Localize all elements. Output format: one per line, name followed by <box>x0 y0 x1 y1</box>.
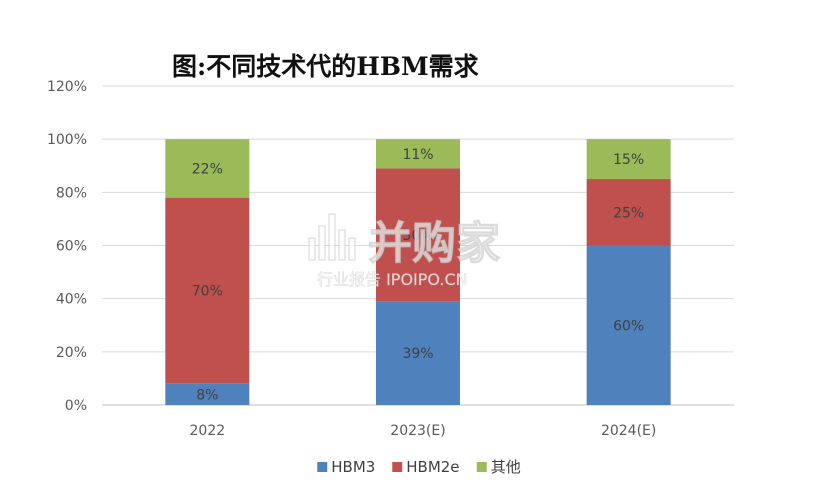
bars: 8% 70% 22% 39% 50% 11% 60% 25% 15% <box>165 139 671 405</box>
legend-swatch <box>392 462 403 472</box>
y-tick-label: 80% <box>56 185 87 201</box>
legend-label: 其他 <box>491 458 521 476</box>
y-tick-label: 120% <box>47 79 87 95</box>
y-tick-label: 0% <box>65 398 87 414</box>
bar-segment <box>376 301 460 405</box>
data-label: 25% <box>613 205 644 221</box>
y-tick-label: 40% <box>56 292 87 308</box>
data-label: 15% <box>613 152 644 168</box>
chart-title: 图:不同技术代的HBM需求 <box>172 52 479 81</box>
watermark-brand: 并购家 <box>368 218 500 269</box>
bar-segment <box>376 139 460 169</box>
x-tick-label: 2023(E) <box>390 423 445 439</box>
y-axis: 0% 20% 40% 60% 80% 100% 120% <box>47 79 87 414</box>
legend-label: HBM3 <box>331 458 375 476</box>
legend: HBM3 HBM2e 其他 <box>317 458 521 476</box>
x-tick-label: 2022 <box>190 423 226 439</box>
data-label: 60% <box>613 318 644 334</box>
y-tick-label: 100% <box>47 132 87 148</box>
y-tick-label: 60% <box>56 239 87 255</box>
legend-swatch <box>476 462 487 472</box>
x-axis: 2022 2023(E) 2024(E) <box>190 423 657 439</box>
legend-swatch <box>317 462 328 472</box>
data-label: 50% <box>402 228 433 244</box>
bar-segment <box>165 139 250 198</box>
legend-label: HBM2e <box>406 458 459 476</box>
bar-segment <box>586 245 671 405</box>
data-label: 8% <box>196 387 218 403</box>
bar-segment <box>586 179 671 246</box>
watermark: 并购家 行业报告 IPOIPO.CN <box>308 213 501 289</box>
data-label: 70% <box>192 284 223 300</box>
bar-segment <box>165 383 250 405</box>
watermark-subtitle: 行业报告 IPOIPO.CN <box>317 270 468 289</box>
bar-segment <box>376 168 460 302</box>
bar-segment <box>586 139 671 180</box>
bar-segment <box>165 197 250 384</box>
data-label: 11% <box>402 147 433 163</box>
y-tick-label: 20% <box>56 345 87 361</box>
data-label: 39% <box>402 346 433 362</box>
x-tick-label: 2024(E) <box>601 423 656 439</box>
data-label: 22% <box>192 161 223 177</box>
watermark-logo <box>308 213 356 261</box>
